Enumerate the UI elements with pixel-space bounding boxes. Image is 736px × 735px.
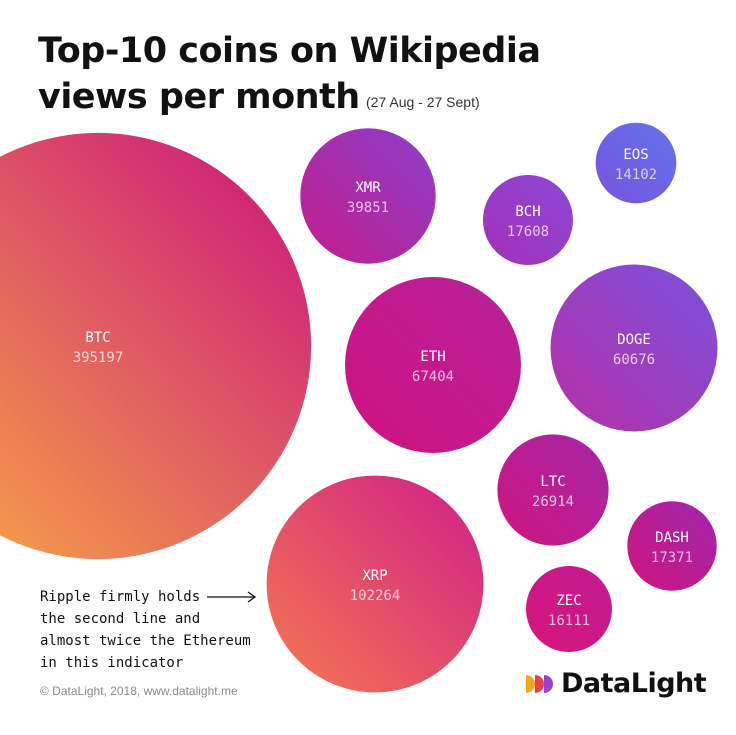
bubble-circle-doge [550, 264, 718, 432]
bubble-value-zec: 16111 [548, 613, 590, 629]
brand-name: DataLight [561, 668, 707, 699]
copyright-footer: © DataLight, 2018, www.datalight.me [40, 684, 238, 698]
bubble-circle-zec [526, 566, 612, 652]
bubble-value-doge: 60676 [613, 352, 655, 368]
bubble-bch: BCH 17608 [483, 175, 573, 265]
annotation-note: Ripple firmly holds the second line and … [40, 586, 251, 674]
date-range: (27 Aug - 27 Sept) [366, 94, 480, 110]
bubble-dash: DASH 17371 [627, 501, 717, 591]
bubble-btc: BTC 395197 [0, 132, 312, 560]
bubble-label-btc: BTC [85, 330, 110, 346]
bubble-label-zec: ZEC [556, 593, 581, 609]
bubble-circle-eth [345, 277, 521, 453]
bubble-value-xmr: 39851 [347, 200, 389, 216]
chart-title-line-2: views per month [38, 77, 360, 117]
chart-title: Top-10 coins on Wikipedia views per mont… [38, 28, 541, 120]
bubble-circle-dash [627, 501, 717, 591]
bubble-ltc: LTC 26914 [497, 434, 609, 546]
bubble-label-ltc: LTC [540, 474, 565, 490]
bubble-label-bch: BCH [515, 204, 540, 220]
bubble-circle-ltc [497, 434, 609, 546]
bubble-doge: DOGE 60676 [550, 264, 718, 432]
bubble-xrp: XRP 102264 [266, 475, 484, 693]
bubble-circle-bch [483, 175, 573, 265]
bubble-label-xmr: XMR [355, 180, 381, 196]
bubble-zec: ZEC 16111 [526, 566, 612, 652]
annotation-line: the second line and [40, 611, 201, 627]
bubble-value-xrp: 102264 [350, 588, 401, 604]
bubble-value-ltc: 26914 [532, 494, 574, 510]
bubble-value-dash: 17371 [651, 550, 693, 566]
bubble-label-doge: DOGE [617, 332, 651, 348]
bubble-xmr: XMR 39851 [300, 128, 436, 264]
bubble-value-bch: 17608 [507, 224, 549, 240]
bubble-eth: ETH 67404 [345, 277, 521, 453]
annotation-line: in this indicator [40, 655, 184, 671]
chart-title-line-1: Top-10 coins on Wikipedia [38, 31, 541, 71]
bubble-label-xrp: XRP [362, 568, 387, 584]
bubble-circle-eos [595, 122, 677, 204]
annotation-line: Ripple firmly holds [40, 589, 201, 605]
bubble-circle-xmr [300, 128, 436, 264]
annotation-line: almost twice the Ethereum [40, 633, 251, 649]
bubble-label-eth: ETH [420, 349, 445, 365]
bubble-label-eos: EOS [623, 147, 648, 163]
bubble-eos: EOS 14102 [595, 122, 677, 204]
bubble-circle-xrp [266, 475, 484, 693]
bubble-circle-btc [0, 132, 312, 560]
arrow-right-icon [207, 591, 257, 603]
bubble-label-dash: DASH [655, 530, 689, 546]
datalight-logo-icon [526, 674, 553, 693]
bubble-value-eth: 67404 [412, 369, 454, 385]
datalight-logo[interactable]: DataLight [524, 668, 707, 699]
bubble-value-btc: 395197 [73, 350, 124, 366]
bubble-value-eos: 14102 [615, 167, 657, 183]
